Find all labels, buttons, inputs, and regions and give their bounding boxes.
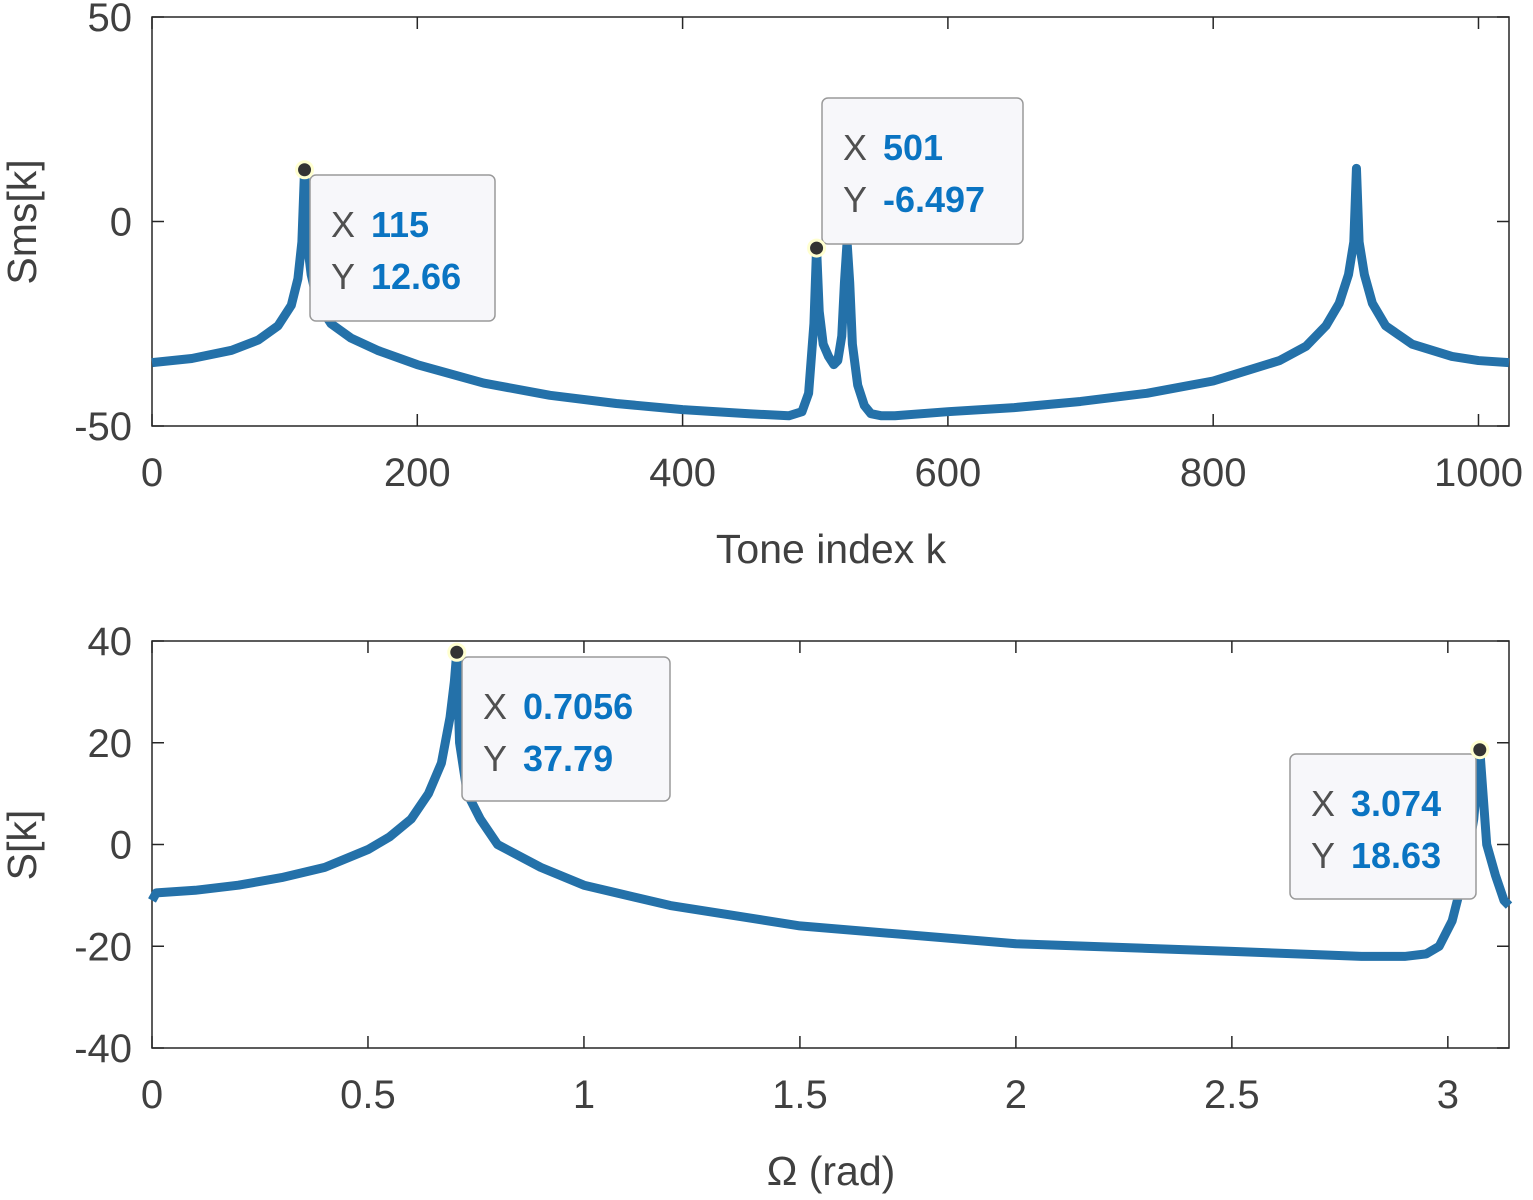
bottom-datatips: X 0.7056 Y 37.79 X 3.074 Y 18.63 — [447, 642, 1490, 900]
x-tick-label: 400 — [649, 451, 716, 495]
datatip-x-key: X — [1311, 783, 1335, 824]
datatip-115[interactable]: X 115 Y 12.66 — [295, 160, 496, 322]
x-tick-label: 600 — [915, 451, 982, 495]
x-tick-label: 0 — [141, 451, 163, 495]
bottom-x-axis-label: Ω (rad) — [767, 1148, 896, 1194]
datatip-x-value: 3.074 — [1351, 783, 1441, 824]
datatip-box — [821, 97, 1024, 245]
y-tick-label: 20 — [88, 722, 133, 766]
top-x-axis-label: Tone index k — [716, 526, 947, 572]
datatip-marker[interactable] — [807, 238, 827, 258]
datatip-x-key: X — [483, 686, 507, 727]
datatip-x-key: X — [843, 127, 867, 168]
x-tick-label: 800 — [1180, 451, 1247, 495]
x-tick-label: 0.5 — [340, 1073, 396, 1117]
datatip-3.074[interactable]: X 3.074 Y 18.63 — [1289, 740, 1490, 900]
datatip-x-value: 501 — [883, 127, 943, 168]
datatip-x-key: X — [331, 204, 355, 245]
datatip-x-value: 115 — [371, 204, 429, 245]
bottom-axes: 0 0.5 1 1.5 2 2.5 3 40 20 0 -20 -40 Ω (rad) S[k] X… — [0, 620, 1513, 1194]
top-x-ticks: 0 200 400 600 800 1000 — [141, 17, 1523, 495]
datatip-y-key: Y — [331, 256, 355, 297]
datatip-marker[interactable] — [447, 642, 467, 662]
datatip-box — [1289, 753, 1477, 900]
datatip-x-value: 0.7056 — [523, 686, 633, 727]
datatip-y-key: Y — [483, 738, 507, 779]
y-tick-label: 0 — [110, 201, 132, 245]
x-tick-label: 1 — [573, 1073, 595, 1117]
datatip-0.7056[interactable]: X 0.7056 Y 37.79 — [447, 642, 671, 802]
top-datatips: X 115 Y 12.66 X 501 Y -6.497 — [295, 97, 1024, 322]
bottom-x-ticks: 0 0.5 1 1.5 2 2.5 3 — [141, 641, 1459, 1117]
datatip-y-value: 18.63 — [1351, 835, 1441, 876]
top-axes: 0 200 400 600 800 1000 500-50 Tone index k Sm… — [0, 0, 1523, 572]
x-tick-label: 2.5 — [1204, 1073, 1260, 1117]
y-tick-label: 0 — [110, 824, 132, 868]
x-tick-label: 1000 — [1434, 451, 1523, 495]
datatip-501[interactable]: X 501 Y -6.497 — [807, 97, 1024, 258]
datatip-marker[interactable] — [295, 160, 315, 180]
y-tick-label: -20 — [74, 925, 132, 969]
top-y-ticks: 50 0 -50 — [74, 0, 1509, 449]
x-tick-label: 2 — [1005, 1073, 1027, 1117]
top-y-axis-label: Sms[k] — [0, 159, 45, 284]
datatip-y-value: 37.79 — [523, 738, 613, 779]
x-tick-label: 200 — [384, 451, 451, 495]
datatip-box — [461, 656, 671, 802]
datatip-y-value: 12.66 — [371, 256, 461, 297]
x-tick-label: 1.5 — [772, 1073, 828, 1117]
bottom-y-ticks: 40 20 0 -20 -40 — [74, 620, 1509, 1071]
bottom-y-axis-label: S[k] — [0, 810, 45, 881]
datatip-y-key: Y — [843, 179, 867, 220]
y-tick-label: 50 — [88, 0, 133, 40]
datatip-marker[interactable] — [1470, 740, 1490, 760]
datatip-y-value: -6.497 — [883, 179, 985, 220]
datatip-y-key: Y — [1311, 835, 1335, 876]
datatip-box — [309, 174, 496, 322]
y-tick-label: -50 — [74, 405, 132, 449]
y-tick-label: -40 — [74, 1027, 132, 1071]
y-tick-label: 40 — [88, 620, 133, 664]
x-tick-label: 3 — [1437, 1073, 1459, 1117]
x-tick-label: 0 — [141, 1073, 163, 1117]
